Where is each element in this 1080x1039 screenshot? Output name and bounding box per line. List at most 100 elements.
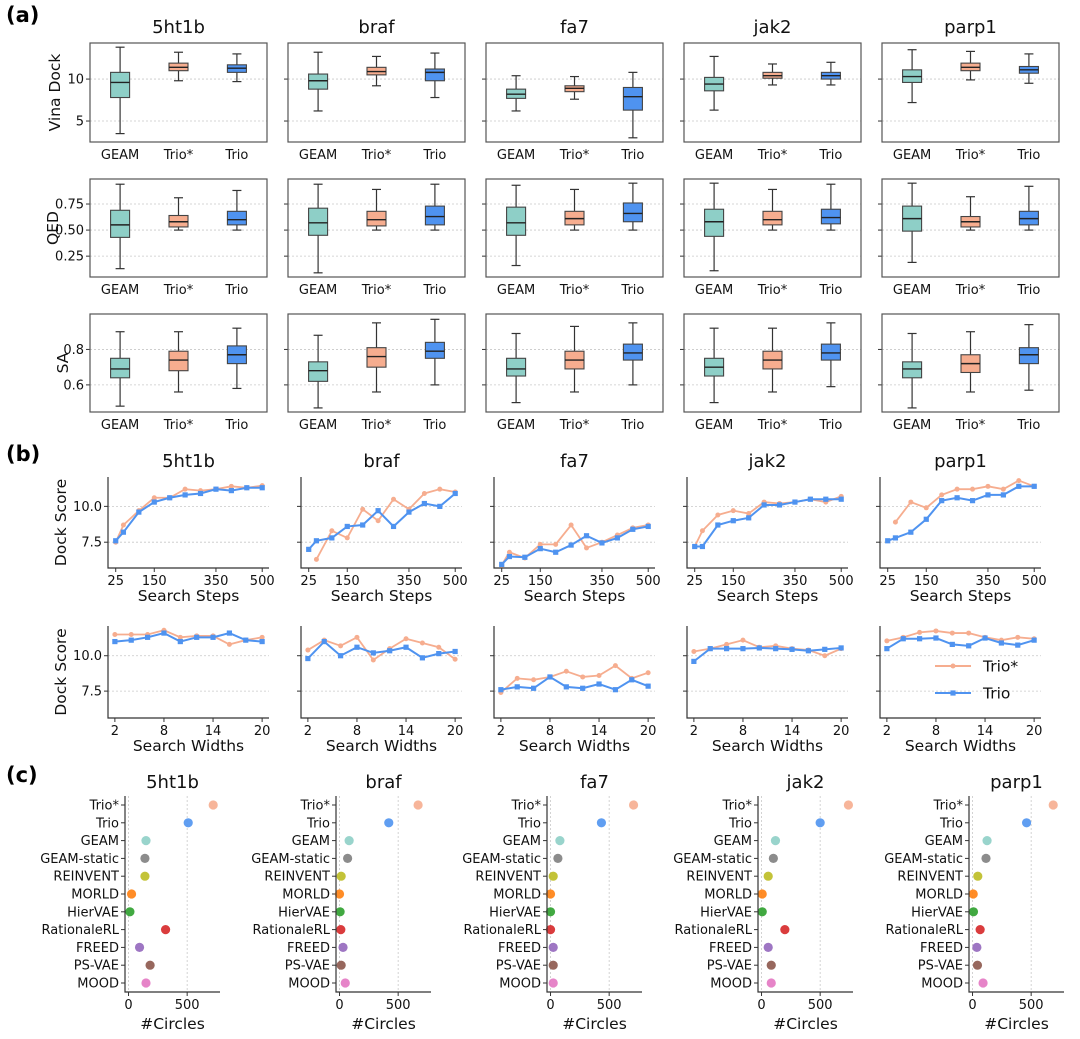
panel-title: jak2 bbox=[753, 17, 792, 38]
box-trio-star bbox=[762, 327, 783, 393]
data-point-trio bbox=[128, 637, 134, 643]
y-tick-label: MORLD bbox=[71, 888, 119, 903]
y-axis-label: Dock Score bbox=[52, 628, 70, 715]
box-geam bbox=[110, 183, 131, 270]
x-tick-label: 500 bbox=[250, 574, 275, 589]
x-axis-label: Search Widths bbox=[326, 737, 437, 755]
box-geam bbox=[902, 182, 923, 264]
data-point-trio-star bbox=[724, 641, 730, 647]
dot-freed bbox=[338, 942, 348, 953]
series-line-trio bbox=[114, 632, 263, 643]
dot-panel-fa7: fa7 0 500 #Circles Trio* Trio GEAM GEAM-static R… bbox=[462, 772, 642, 1033]
dot-panel-parp1: parp1 0 500 #Circles Trio* Trio GEAM GEAM-stati… bbox=[884, 772, 1064, 1033]
box-iqr bbox=[622, 343, 643, 361]
panel-frame bbox=[683, 42, 862, 143]
data-point-trio-star bbox=[939, 492, 945, 498]
x-tick-label: 0 bbox=[546, 998, 554, 1013]
box-iqr bbox=[424, 68, 445, 82]
data-point-trio-star bbox=[933, 628, 939, 634]
x-tick-label: 8 bbox=[353, 724, 361, 739]
y-tick-label: Trio* bbox=[89, 799, 120, 814]
x-tick-label: GEAM bbox=[497, 283, 535, 298]
dot-rationalerl bbox=[336, 925, 346, 935]
y-axis-label: Vina Dock bbox=[46, 54, 64, 132]
dot-ps-vae bbox=[972, 960, 983, 970]
data-point-trio-star bbox=[596, 673, 602, 679]
dot-reinvent bbox=[548, 871, 558, 881]
data-point-trio bbox=[730, 518, 736, 524]
panel-frame bbox=[485, 178, 664, 278]
data-point-trio-star bbox=[437, 486, 443, 492]
data-point-trio-star bbox=[908, 499, 914, 505]
panel-frame bbox=[89, 313, 268, 413]
legend-label: Trio bbox=[982, 685, 1010, 703]
data-point-trio bbox=[954, 495, 960, 501]
box-geam bbox=[308, 51, 329, 112]
dot-trio-star bbox=[628, 800, 639, 810]
series-line-trio-star bbox=[500, 664, 649, 694]
box-panel-parp1-vina-dock: parp1 GEAM Trio* Trio bbox=[878, 17, 1060, 163]
data-point-trio-star bbox=[822, 653, 828, 659]
y-tick-label: REINVENT bbox=[475, 870, 541, 885]
y-tick-label: Trio bbox=[306, 816, 330, 831]
x-tick-label: 2 bbox=[304, 724, 312, 739]
x-tick-label: 14 bbox=[977, 724, 994, 739]
box-trio bbox=[622, 71, 643, 139]
legend-label: Trio* bbox=[982, 658, 1018, 676]
x-axis-label: Search Steps bbox=[138, 587, 240, 605]
dot-geam-static bbox=[140, 853, 150, 864]
y-tick-label: HierVAE bbox=[700, 905, 752, 920]
box-trio-star bbox=[564, 325, 585, 393]
box-trio bbox=[622, 182, 643, 231]
x-tick-label: Trio bbox=[422, 148, 446, 163]
y-tick-label: PS-VAE bbox=[918, 959, 963, 974]
series-line-trio bbox=[307, 640, 456, 660]
axes-spines bbox=[546, 796, 642, 993]
x-tick-label: 150 bbox=[528, 574, 553, 589]
box-iqr bbox=[622, 86, 643, 111]
y-tick-label: 0.50 bbox=[55, 224, 84, 239]
data-point-trio bbox=[514, 684, 520, 690]
panel-frame bbox=[485, 42, 664, 143]
data-point-trio bbox=[452, 648, 458, 655]
data-point-trio-star bbox=[740, 637, 746, 643]
box-iqr bbox=[308, 73, 329, 90]
dot-ps-vae bbox=[336, 960, 346, 970]
data-point-trio bbox=[949, 641, 955, 647]
x-axis-label: Search Steps bbox=[524, 587, 626, 605]
x-tick-label: GEAM bbox=[695, 283, 733, 298]
dot-mood bbox=[548, 978, 558, 988]
box-geam bbox=[902, 49, 923, 104]
legend-marker bbox=[950, 690, 956, 696]
x-tick-label: 25 bbox=[879, 574, 896, 589]
data-point-trio-star bbox=[949, 630, 955, 636]
box-iqr bbox=[110, 357, 131, 379]
box-iqr bbox=[366, 210, 387, 227]
panel-frame bbox=[881, 178, 1060, 278]
series-line-trio bbox=[886, 636, 1035, 650]
x-tick-label: GEAM bbox=[893, 418, 931, 433]
dot-trio bbox=[384, 818, 394, 828]
x-tick-label: GEAM bbox=[695, 418, 733, 433]
x-tick-label: 350 bbox=[976, 574, 1001, 589]
x-tick-label: 20 bbox=[447, 724, 464, 739]
data-point-trio-star bbox=[537, 541, 543, 547]
x-tick-label: GEAM bbox=[893, 283, 931, 298]
x-axis-label: Search Widths bbox=[905, 737, 1016, 755]
dot-freed bbox=[763, 942, 773, 953]
data-point-trio bbox=[375, 508, 381, 514]
data-point-trio-star bbox=[985, 483, 991, 489]
series-line-trio bbox=[500, 675, 649, 691]
y-tick-label: 5 bbox=[76, 115, 84, 130]
y-tick-label: RationaleRL bbox=[675, 923, 753, 938]
x-axis-label: Search Steps bbox=[910, 587, 1012, 605]
x-tick-label: Trio* bbox=[559, 283, 590, 298]
data-point-trio bbox=[547, 674, 553, 680]
y-tick-label: GEAM bbox=[503, 834, 541, 849]
section-label: (c) bbox=[6, 763, 38, 787]
data-point-trio-star bbox=[452, 656, 458, 662]
x-tick-label: 25 bbox=[686, 574, 703, 589]
box-iqr bbox=[308, 207, 329, 236]
box-trio bbox=[820, 183, 841, 231]
